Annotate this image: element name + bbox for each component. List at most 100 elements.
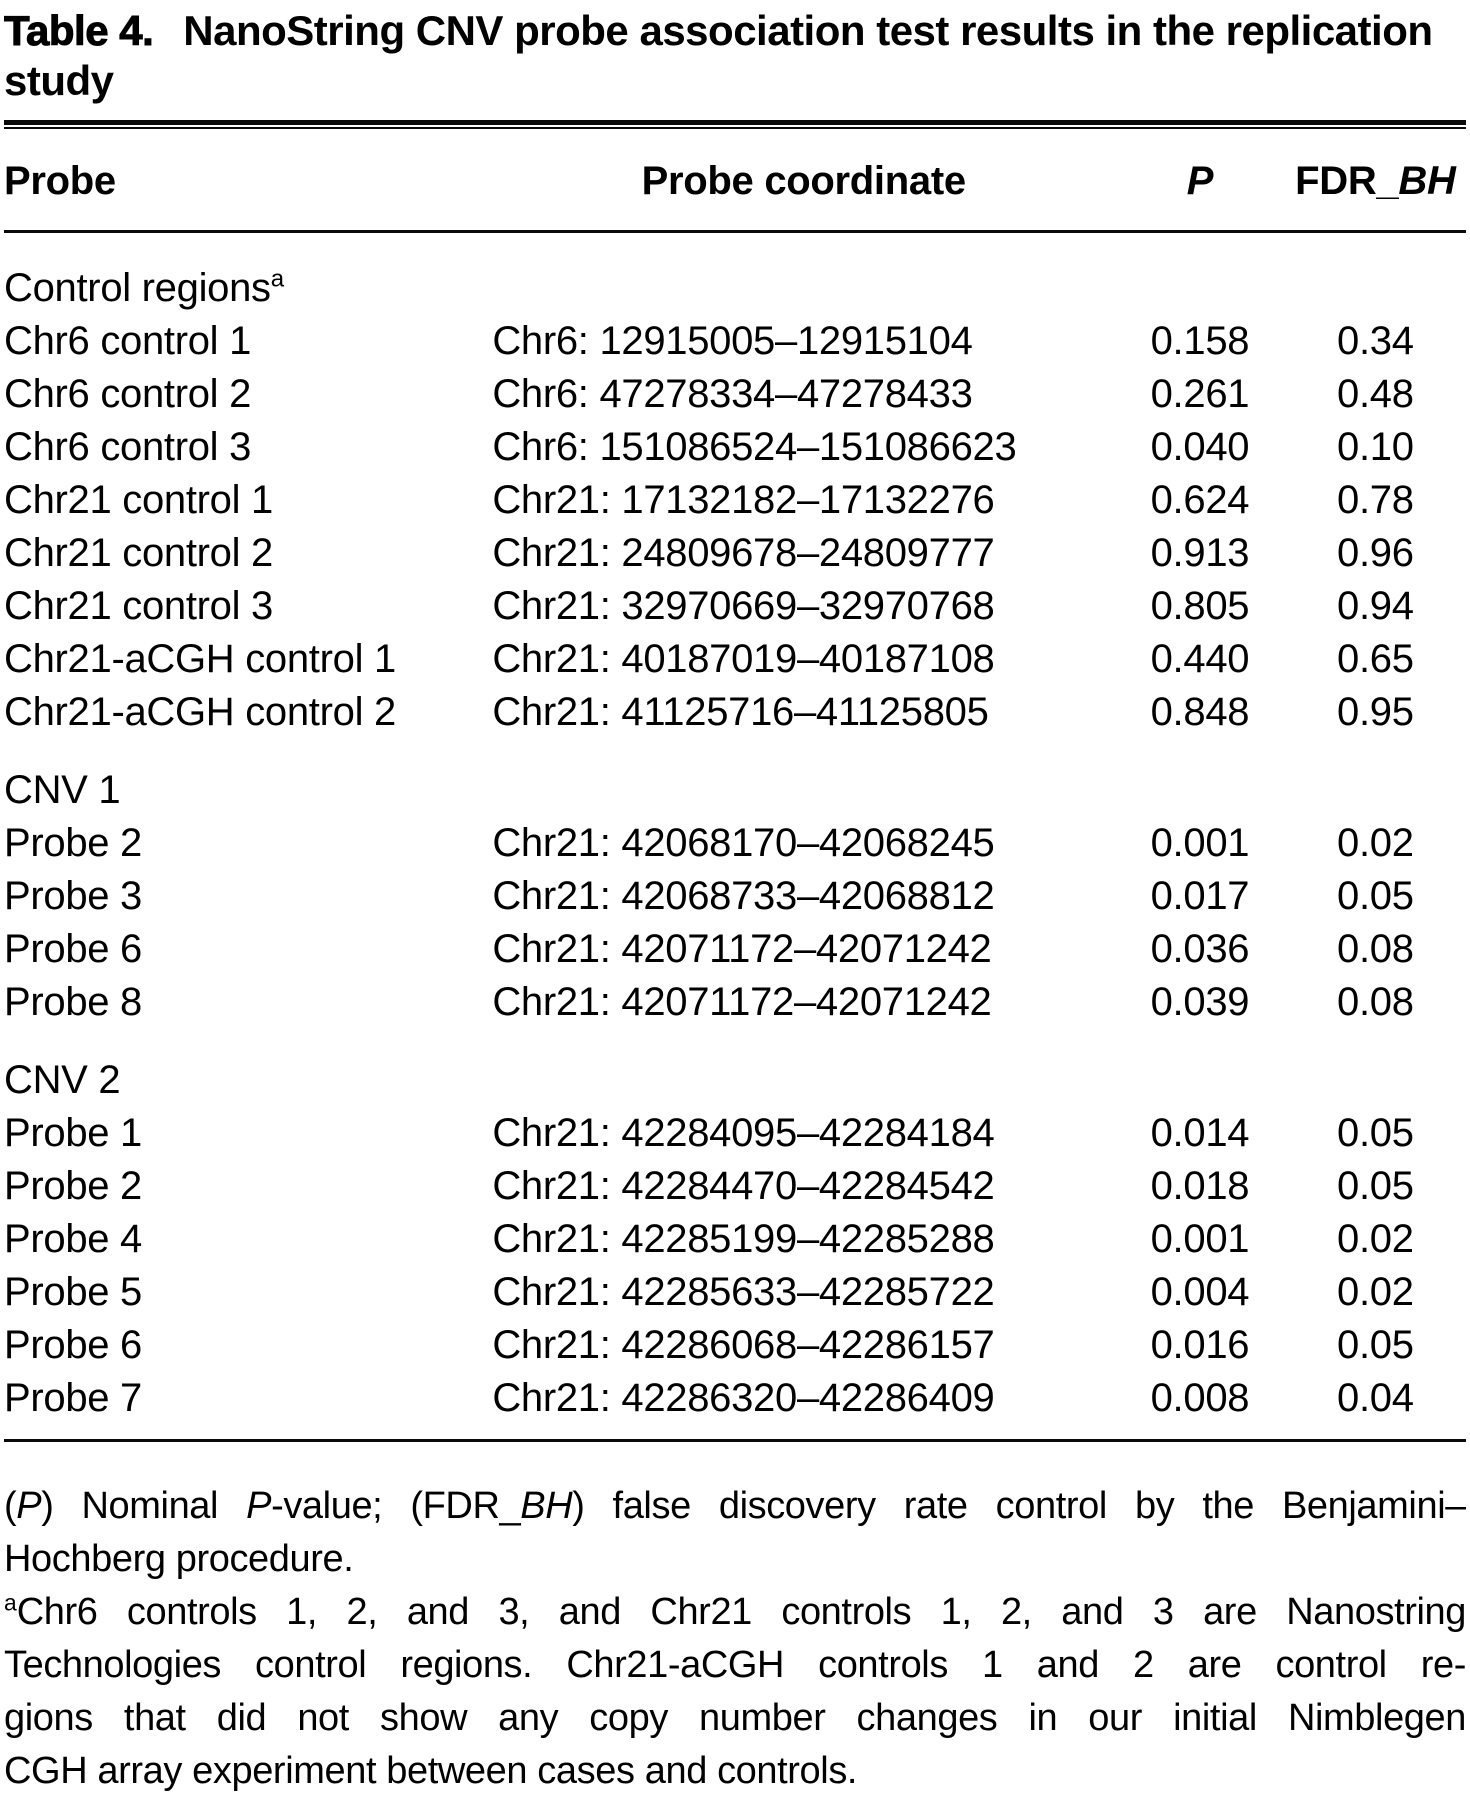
footnote-a-line: CGH array experiment between cases and c… [4, 1750, 858, 1792]
cell-probe: Probe 7 [4, 1376, 142, 1420]
cell-fdr-bh: 0.05 [1337, 1164, 1414, 1208]
cell-probe-coordinate: Chr21: 42286068–42286157 [492, 1323, 995, 1367]
cell-p-value: 0.913 [1150, 531, 1250, 575]
table-row: Probe 2 Chr21: 42284470–42284542 0.018 0.05 [4, 1160, 1466, 1213]
cell-p-value: 0.039 [1150, 980, 1250, 1024]
footnote-a-line: gions that did not show any copy number … [4, 1697, 1466, 1739]
cell-probe: Probe 1 [4, 1111, 142, 1155]
group-label: Control regionsa [4, 265, 285, 310]
table-row: Chr21-aCGH control 2 Chr21: 41125716–4112… [4, 686, 1466, 739]
cell-probe-coordinate: Chr21: 42068733–42068812 [492, 874, 995, 918]
cell-p-value: 0.004 [1150, 1270, 1250, 1314]
table-row: Chr21 control 2 Chr21: 24809678–24809777 0… [4, 527, 1466, 580]
cell-fdr-bh: 0.02 [1337, 1270, 1414, 1314]
cell-fdr-bh: 0.78 [1337, 478, 1414, 522]
cell-probe-coordinate: Chr21: 42068170–42068245 [492, 821, 995, 865]
cell-p-value: 0.014 [1150, 1111, 1250, 1155]
table-row: Chr6 control 3 Chr6: 151086524–151086623 0… [4, 421, 1466, 474]
cell-p-value: 0.158 [1150, 319, 1250, 363]
title-rule [4, 120, 1466, 129]
table-row: Probe 4 Chr21: 42285199–42285288 0.001 0.02 [4, 1213, 1466, 1266]
group-header-row: CNV 2 [4, 1029, 1466, 1107]
cell-probe-coordinate: Chr21: 42284470–42284542 [492, 1164, 995, 1208]
cell-p-value: 0.040 [1150, 425, 1250, 469]
col-header-probe: Probe [4, 129, 493, 233]
cell-p-value: 0.017 [1150, 874, 1250, 918]
cell-probe: Probe 8 [4, 980, 142, 1024]
cell-fdr-bh: 0.02 [1337, 821, 1414, 865]
table-bottom-rule [4, 1439, 1466, 1442]
cell-probe-coordinate: Chr21: 42284095–42284184 [492, 1111, 995, 1155]
cell-p-value: 0.261 [1150, 372, 1250, 416]
cell-p-value: 0.001 [1150, 821, 1250, 865]
cell-probe-coordinate: Chr21: 42286320–42286409 [492, 1376, 995, 1420]
cell-p-value: 0.016 [1150, 1323, 1250, 1367]
cell-probe: Chr21 control 2 [4, 531, 273, 575]
group-header-row: Control regionsa [4, 232, 1466, 316]
cell-fdr-bh: 0.05 [1337, 1111, 1414, 1155]
cell-p-value: 0.036 [1150, 927, 1250, 971]
cell-fdr-bh: 0.65 [1337, 637, 1414, 681]
table-row: Probe 1 Chr21: 42284095–42284184 0.014 0.05 [4, 1107, 1466, 1160]
results-table: Probe Probe coordinate P FDR_BH Control … [4, 129, 1466, 1439]
footnotes: (P) Nominal P-value; (FDR_BH) false disc… [4, 1480, 1466, 1798]
cell-p-value: 0.008 [1150, 1376, 1250, 1420]
cell-probe: Probe 2 [4, 1164, 142, 1208]
cell-fdr-bh: 0.10 [1337, 425, 1414, 469]
cell-fdr-bh: 0.08 [1337, 927, 1414, 971]
table-row: Chr21 control 3 Chr21: 32970669–32970768 0… [4, 580, 1466, 633]
cell-probe: Probe 3 [4, 874, 142, 918]
cell-probe-coordinate: Chr21: 17132182–17132276 [492, 478, 995, 522]
table-row: Probe 3 Chr21: 42068733–42068812 0.017 0.05 [4, 870, 1466, 923]
cell-probe: Chr6 control 2 [4, 372, 252, 416]
cell-fdr-bh: 0.08 [1337, 980, 1414, 1024]
table-caption: NanoString CNV probe association test re… [4, 7, 1433, 104]
cell-p-value: 0.805 [1150, 584, 1250, 628]
cell-probe-coordinate: Chr21: 32970669–32970768 [492, 584, 995, 628]
footnote-a-line: aChr6 controls 1, 2, and 3, and Chr21 co… [4, 1589, 1466, 1633]
cell-p-value: 0.624 [1150, 478, 1250, 522]
col-header-fdr-bh: FDR_BH [1284, 129, 1466, 233]
cell-p-value: 0.018 [1150, 1164, 1250, 1208]
cell-fdr-bh: 0.34 [1337, 319, 1414, 363]
cell-probe: Chr21 control 1 [4, 478, 273, 522]
table-row: Probe 6 Chr21: 42071172–42071242 0.036 0.08 [4, 923, 1466, 976]
cell-probe-coordinate: Chr21: 42071172–42071242 [492, 927, 992, 971]
cell-probe: Probe 6 [4, 1323, 142, 1367]
cell-fdr-bh: 0.04 [1337, 1376, 1414, 1420]
cell-p-value: 0.440 [1150, 637, 1250, 681]
group-label: CNV 1 [4, 768, 121, 812]
cell-probe: Chr21-aCGH control 1 [4, 637, 396, 681]
table-row: Chr21 control 1 Chr21: 17132182–17132276 0… [4, 474, 1466, 527]
cell-fdr-bh: 0.05 [1337, 874, 1414, 918]
cell-probe-coordinate: Chr21: 42285633–42285722 [492, 1270, 995, 1314]
header-row: Probe Probe coordinate P FDR_BH [4, 129, 1466, 233]
group-header-row: CNV 1 [4, 739, 1466, 817]
table-row: Chr21-aCGH control 1 Chr21: 40187019–4018… [4, 633, 1466, 686]
table-number: Table 4. [3, 7, 154, 55]
cell-probe: Probe 5 [4, 1270, 142, 1314]
cell-probe: Chr21-aCGH control 2 [4, 690, 396, 734]
cell-fdr-bh: 0.95 [1337, 690, 1414, 734]
cell-probe: Chr6 control 1 [4, 319, 252, 363]
table-row: Probe 7 Chr21: 42286320–42286409 0.008 0.04 [4, 1372, 1466, 1439]
cell-probe: Chr6 control 3 [4, 425, 252, 469]
cell-probe-coordinate: Chr21: 42071172–42071242 [492, 980, 992, 1024]
cell-p-value: 0.848 [1150, 690, 1250, 734]
table-row: Chr6 control 2 Chr6: 47278334–47278433 0.2… [4, 368, 1466, 421]
footnote-a-line: Technologies control regions. Chr21-aCGH… [4, 1644, 1466, 1686]
cell-probe-coordinate: Chr21: 41125716–41125805 [492, 690, 989, 734]
table-row: Probe 5 Chr21: 42285633–42285722 0.004 0.02 [4, 1266, 1466, 1319]
cell-probe: Probe 4 [4, 1217, 142, 1261]
table-row: Probe 6 Chr21: 42286068–42286157 0.016 0.05 [4, 1319, 1466, 1372]
cell-probe-coordinate: Chr6: 12915005–12915104 [492, 319, 973, 363]
cell-fdr-bh: 0.02 [1337, 1217, 1414, 1261]
cell-probe-coordinate: Chr21: 24809678–24809777 [492, 531, 995, 575]
footnote-definitions-line: Hochberg procedure. [4, 1538, 354, 1580]
cell-fdr-bh: 0.48 [1337, 372, 1414, 416]
cell-fdr-bh: 0.05 [1337, 1323, 1414, 1367]
table-row: Probe 8 Chr21: 42071172–42071242 0.039 0.08 [4, 976, 1466, 1029]
table-row: Chr6 control 1 Chr6: 12915005–12915104 0.1… [4, 315, 1466, 368]
cell-probe: Chr21 control 3 [4, 584, 273, 628]
